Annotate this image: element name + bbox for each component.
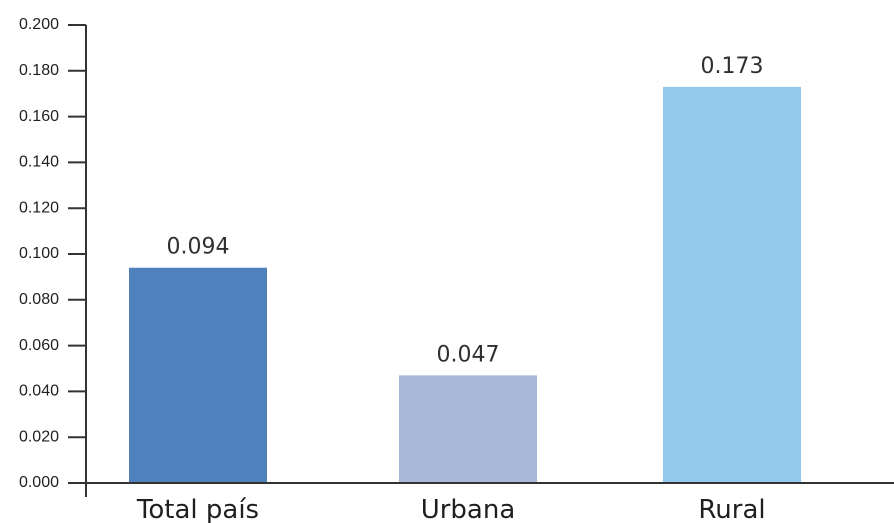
bar-value-label: 0.173 [701,54,764,79]
y-tick-label: 0.080 [19,291,59,308]
bar-rural [663,86,801,483]
y-tick-label: 0.200 [19,16,59,33]
y-tick-label: 0.100 [19,245,59,262]
x-category-label: Total país [136,495,259,523]
y-tick-label: 0.020 [19,428,59,445]
y-tick-label: 0.000 [19,474,59,491]
bar-value-label: 0.047 [437,342,500,367]
bar-total-pa-s [129,267,267,483]
y-tick-label: 0.180 [19,62,59,79]
y-tick-label: 0.040 [19,383,59,400]
bar-urbana [399,375,537,483]
bars [129,86,801,483]
x-category-label: Urbana [421,495,516,523]
y-tick-label: 0.060 [19,337,59,354]
y-tick-label: 0.140 [19,154,59,171]
labels: 0.094 Total país 0.047 Urbana 0.173 Rural [136,54,766,523]
y-axis-ticks: 0.000 0.020 0.040 0.060 0.080 0.100 0.120 0.140… [19,16,86,491]
y-tick-label: 0.120 [19,199,59,216]
x-category-label: Rural [698,495,765,523]
y-tick-label: 0.160 [19,108,59,125]
bar-value-label: 0.094 [167,235,230,260]
